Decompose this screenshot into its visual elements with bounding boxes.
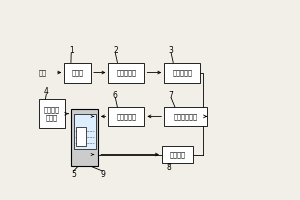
Text: 循环水泵: 循环水泵 [169,151,186,158]
Bar [71,109,98,166]
Bar [76,127,86,146]
Text: 空压机: 空压机 [72,69,84,76]
Bar [108,62,145,83]
Bar [74,114,96,149]
Text: 7: 7 [169,91,174,100]
Text: 冷冻干燥机: 冷冻干燥机 [116,69,136,76]
Text: 1: 1 [69,46,74,55]
Text: 管道反应器: 管道反应器 [116,113,136,120]
Text: 8: 8 [167,163,171,172]
Bar [39,99,65,128]
Bar [164,107,207,126]
Text: 5: 5 [71,170,76,179]
Bar [162,146,193,163]
Bar [108,107,145,126]
Bar [64,62,91,83]
Text: 空气: 空气 [38,69,46,76]
Text: 2: 2 [113,46,118,55]
Text: 臭氧发生器: 臭氧发生器 [172,69,192,76]
Text: 4: 4 [44,87,49,96]
Text: 高压电晕
发生器: 高压电晕 发生器 [44,106,60,121]
Text: 3: 3 [169,46,174,55]
Text: 9: 9 [100,170,105,179]
Text: 文丘里混合器: 文丘里混合器 [174,113,198,120]
Bar [164,62,200,83]
Text: 6: 6 [113,91,118,100]
